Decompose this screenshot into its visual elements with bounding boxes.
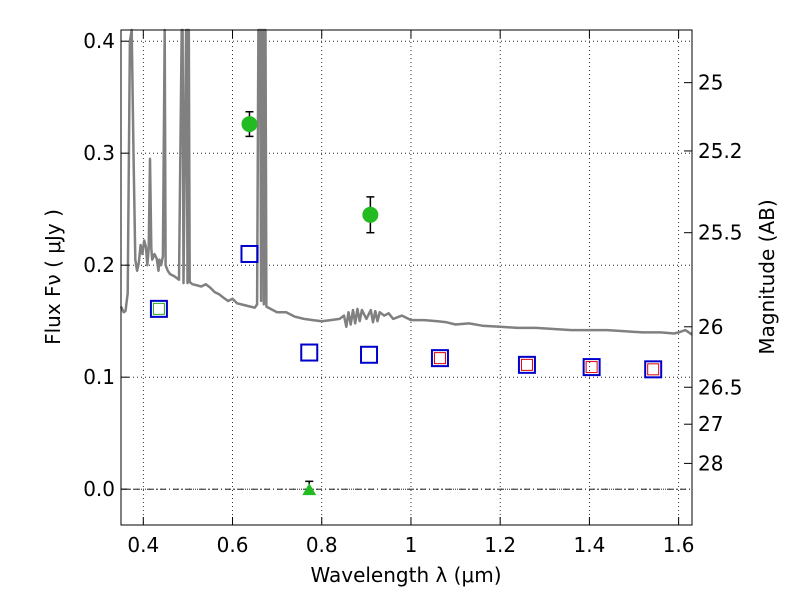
x-tick-label: 1.6 xyxy=(663,533,695,557)
y-tick-label: 0.0 xyxy=(83,477,115,501)
axis-ticks: 0.4 0.6 0.8 1 1.2 1.4 1.6 0.0 0.1 0.2 0.3 0.4 25 25.2… xyxy=(83,29,742,557)
x-tick-label: 1.2 xyxy=(484,533,516,557)
model-flux-square xyxy=(517,355,536,374)
model-flux-square xyxy=(430,349,449,368)
model-flux-square xyxy=(360,345,379,364)
detection-point xyxy=(362,206,379,223)
model-flux-square xyxy=(300,343,319,362)
plot-frame xyxy=(120,29,693,526)
data-points xyxy=(149,111,663,496)
y2-tick-label: 25 xyxy=(698,71,723,95)
y-tick-label: 0.3 xyxy=(83,141,115,165)
model-flux-inner-square xyxy=(585,361,598,374)
y2-tick-label: 27 xyxy=(698,412,723,436)
model-flux-inner-square xyxy=(433,352,446,365)
y-tick-label: 0.1 xyxy=(83,365,115,389)
x-axis-title: Wavelength λ (μm) xyxy=(310,563,501,587)
y-tick-label: 0.2 xyxy=(83,253,115,277)
model-flux-square xyxy=(644,360,663,379)
model-flux-inner-square xyxy=(520,358,533,371)
model-flux-inner-square xyxy=(647,363,660,376)
model-flux-square xyxy=(149,299,168,318)
detection-point xyxy=(241,116,258,133)
y2-tick-label: 25.2 xyxy=(698,139,743,163)
y2-tick-label: 25.5 xyxy=(698,221,743,245)
grid xyxy=(121,30,692,525)
y-tick-label: 0.4 xyxy=(83,29,115,53)
x-tick-label: 0.8 xyxy=(306,533,338,557)
y2-tick-label: 28 xyxy=(698,451,723,475)
model-flux-square xyxy=(240,244,259,263)
model-flux-inner-square xyxy=(152,302,165,315)
x-tick-label: 1.4 xyxy=(573,533,605,557)
x-tick-label: 1 xyxy=(405,533,418,557)
nondetection-triangle xyxy=(302,483,317,496)
y2-tick-label: 26.5 xyxy=(698,375,743,399)
x-tick-label: 0.6 xyxy=(217,533,249,557)
model-flux-square xyxy=(582,358,601,377)
y-axis-title: Flux Fν ( μJy ) xyxy=(41,209,65,345)
y2-tick-label: 26 xyxy=(698,315,723,339)
x-tick-label: 0.4 xyxy=(127,533,159,557)
y2-axis-title: Magnitude (AB) xyxy=(755,199,779,354)
